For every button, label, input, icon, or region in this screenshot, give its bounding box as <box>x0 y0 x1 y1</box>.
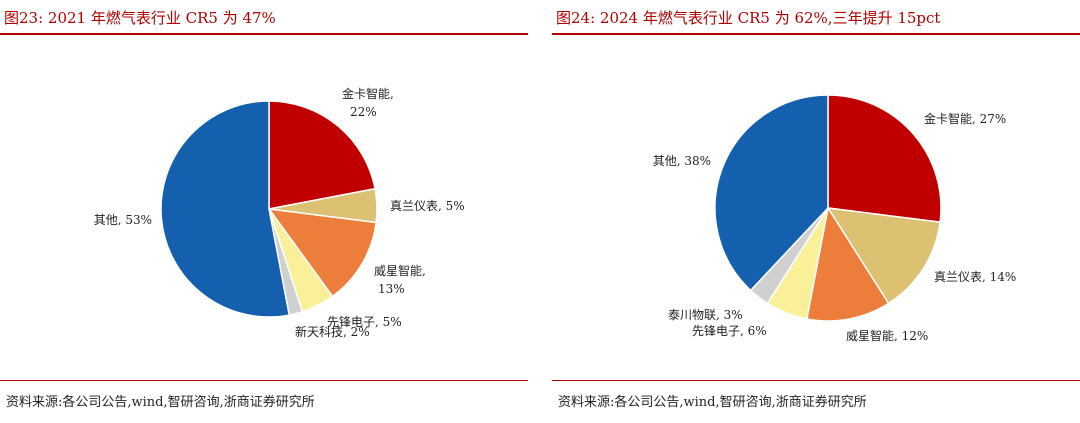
slice-label: 金卡智能, <box>342 86 394 101</box>
slice-label: 真兰仪表, 14% <box>934 270 1016 284</box>
slice-label: 威星智能, 12% <box>846 328 928 343</box>
title-rule <box>552 33 1080 35</box>
title-rule <box>0 33 528 35</box>
slice-label: 其他, 38% <box>653 154 711 168</box>
figure-title: 图23: 2021 年燃气表行业 CR5 为 47% <box>4 9 276 27</box>
chart-panel-left: 图23: 2021 年燃气表行业 CR5 为 47% 金卡智能, 22% 真兰仪表,… <box>0 0 528 423</box>
pie-chart-2024: 金卡智能, 27% 真兰仪表, 14% 威星智能, 12% 先锋电子, 6% 泰川物联,… <box>653 94 1016 343</box>
pie-slice-0 <box>827 94 942 224</box>
slice-label: 其他, 53% <box>94 213 152 227</box>
pie-slice-2 <box>805 205 890 322</box>
slice-label: 泰川物联, 3% <box>668 308 743 322</box>
slice-label: 金卡智能, 27% <box>924 111 1006 126</box>
pie-slice-2 <box>267 208 377 298</box>
slice-label: 22% <box>350 105 377 119</box>
slice-label: 威星智能, <box>374 263 426 278</box>
pie-slice-1 <box>826 207 941 305</box>
slice-label: 真兰仪表, 5% <box>390 199 465 213</box>
source-rule <box>0 380 528 381</box>
source-rule <box>552 380 1080 381</box>
source-note: 资料来源:各公司公告,wind,智研咨询,浙商证券研究所 <box>6 395 315 410</box>
pie-slice-5 <box>714 94 829 292</box>
slice-label: 先锋电子, 6% <box>692 324 767 338</box>
pie-slice-5 <box>160 100 291 318</box>
pie-slice-0 <box>268 100 376 210</box>
pie-chart-2021: 金卡智能, 22% 真兰仪表, 5% 威星智能, 13% 先锋电子, 5%新天科技, 2%… <box>94 86 465 339</box>
slice-label: 先锋电子, 5% <box>327 315 402 329</box>
slice-label: 13% <box>378 282 405 296</box>
slice-label: 新天科技, 2% <box>295 324 370 339</box>
chart-panel-right: 图24: 2024 年燃气表行业 CR5 为 62%,三年提升 15pct 金卡… <box>552 0 1080 423</box>
source-note: 资料来源:各公司公告,wind,智研咨询,浙商证券研究所 <box>558 395 867 410</box>
figure-title: 图24: 2024 年燃气表行业 CR5 为 62%,三年提升 15pct <box>556 9 941 27</box>
